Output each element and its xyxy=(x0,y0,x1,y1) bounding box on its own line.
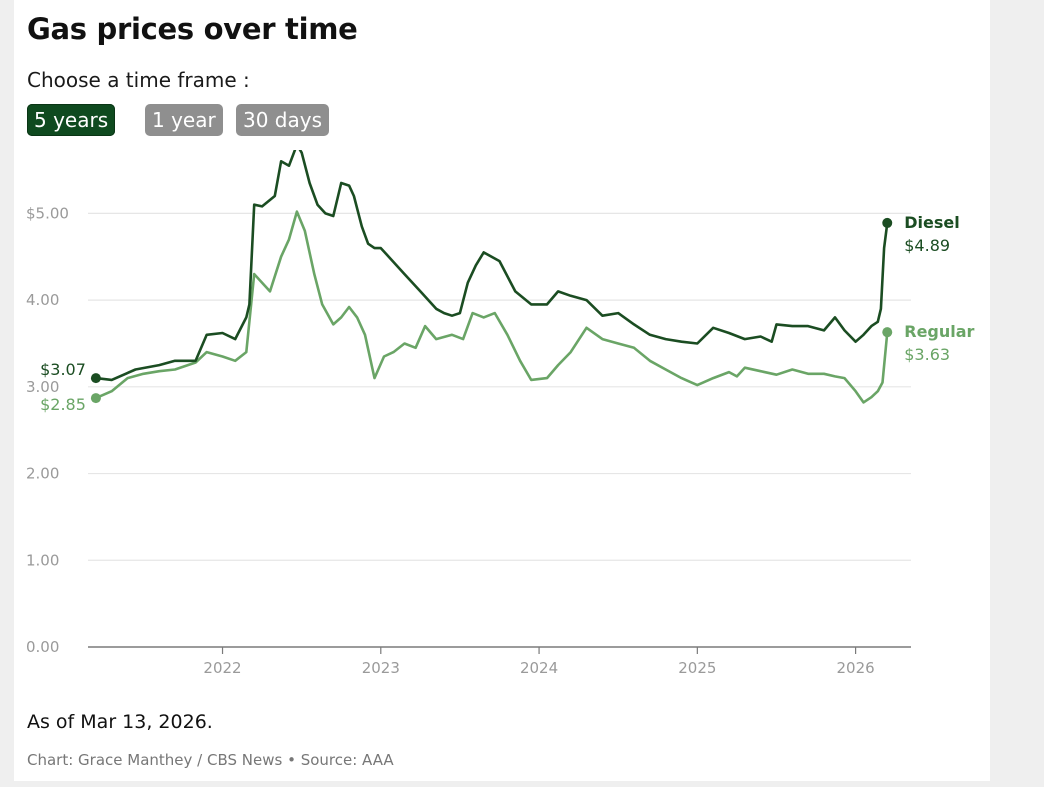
x-tick-label: 2025 xyxy=(678,659,716,677)
series-line-diesel xyxy=(95,150,889,382)
x-tick-label: 2024 xyxy=(520,659,558,677)
start-point-regular xyxy=(90,393,101,404)
tab-5-years[interactable]: 5 years xyxy=(27,104,116,136)
x-tick-label: 2026 xyxy=(837,659,875,677)
time-frame-label: Choose a time frame : xyxy=(27,68,250,92)
y-tick-label: 0.00 xyxy=(26,638,59,656)
as-of-date: As of Mar 13, 2026. xyxy=(27,711,213,733)
start-point-diesel xyxy=(90,373,101,384)
x-tick-label: 2023 xyxy=(362,659,400,677)
y-tick-label: 4.00 xyxy=(26,291,59,309)
series-name-label-regular: Regular xyxy=(904,322,974,341)
page-title: Gas prices over time xyxy=(27,12,358,46)
chart-credit: Chart: Grace Manthey / CBS News • Source… xyxy=(27,751,394,769)
line-chart: 0.00 1.00 2.00 3.00 4.00 $5.00 2022 2023 2024 202… xyxy=(26,150,975,677)
start-value-label-regular: $2.85 xyxy=(40,395,86,414)
end-point-regular xyxy=(882,327,893,338)
end-value-label-diesel: $4.89 xyxy=(904,236,950,255)
y-tick-label: 2.00 xyxy=(26,465,59,483)
series-line-regular xyxy=(95,210,889,404)
series-name-label-diesel: Diesel xyxy=(904,213,959,232)
y-tick-label: $5.00 xyxy=(26,204,69,222)
start-value-label-diesel: $3.07 xyxy=(40,360,86,379)
tab-30-days[interactable]: 30 days xyxy=(236,104,330,136)
end-value-label-regular: $3.63 xyxy=(904,345,950,364)
y-tick-label: 3.00 xyxy=(26,378,59,396)
end-point-diesel xyxy=(882,217,893,228)
x-tick-label: 2022 xyxy=(203,659,241,677)
chart-card: Gas prices over time Choose a time frame… xyxy=(14,0,990,781)
tab-1-year[interactable]: 1 year xyxy=(145,104,223,136)
y-tick-label: 1.00 xyxy=(26,551,59,569)
